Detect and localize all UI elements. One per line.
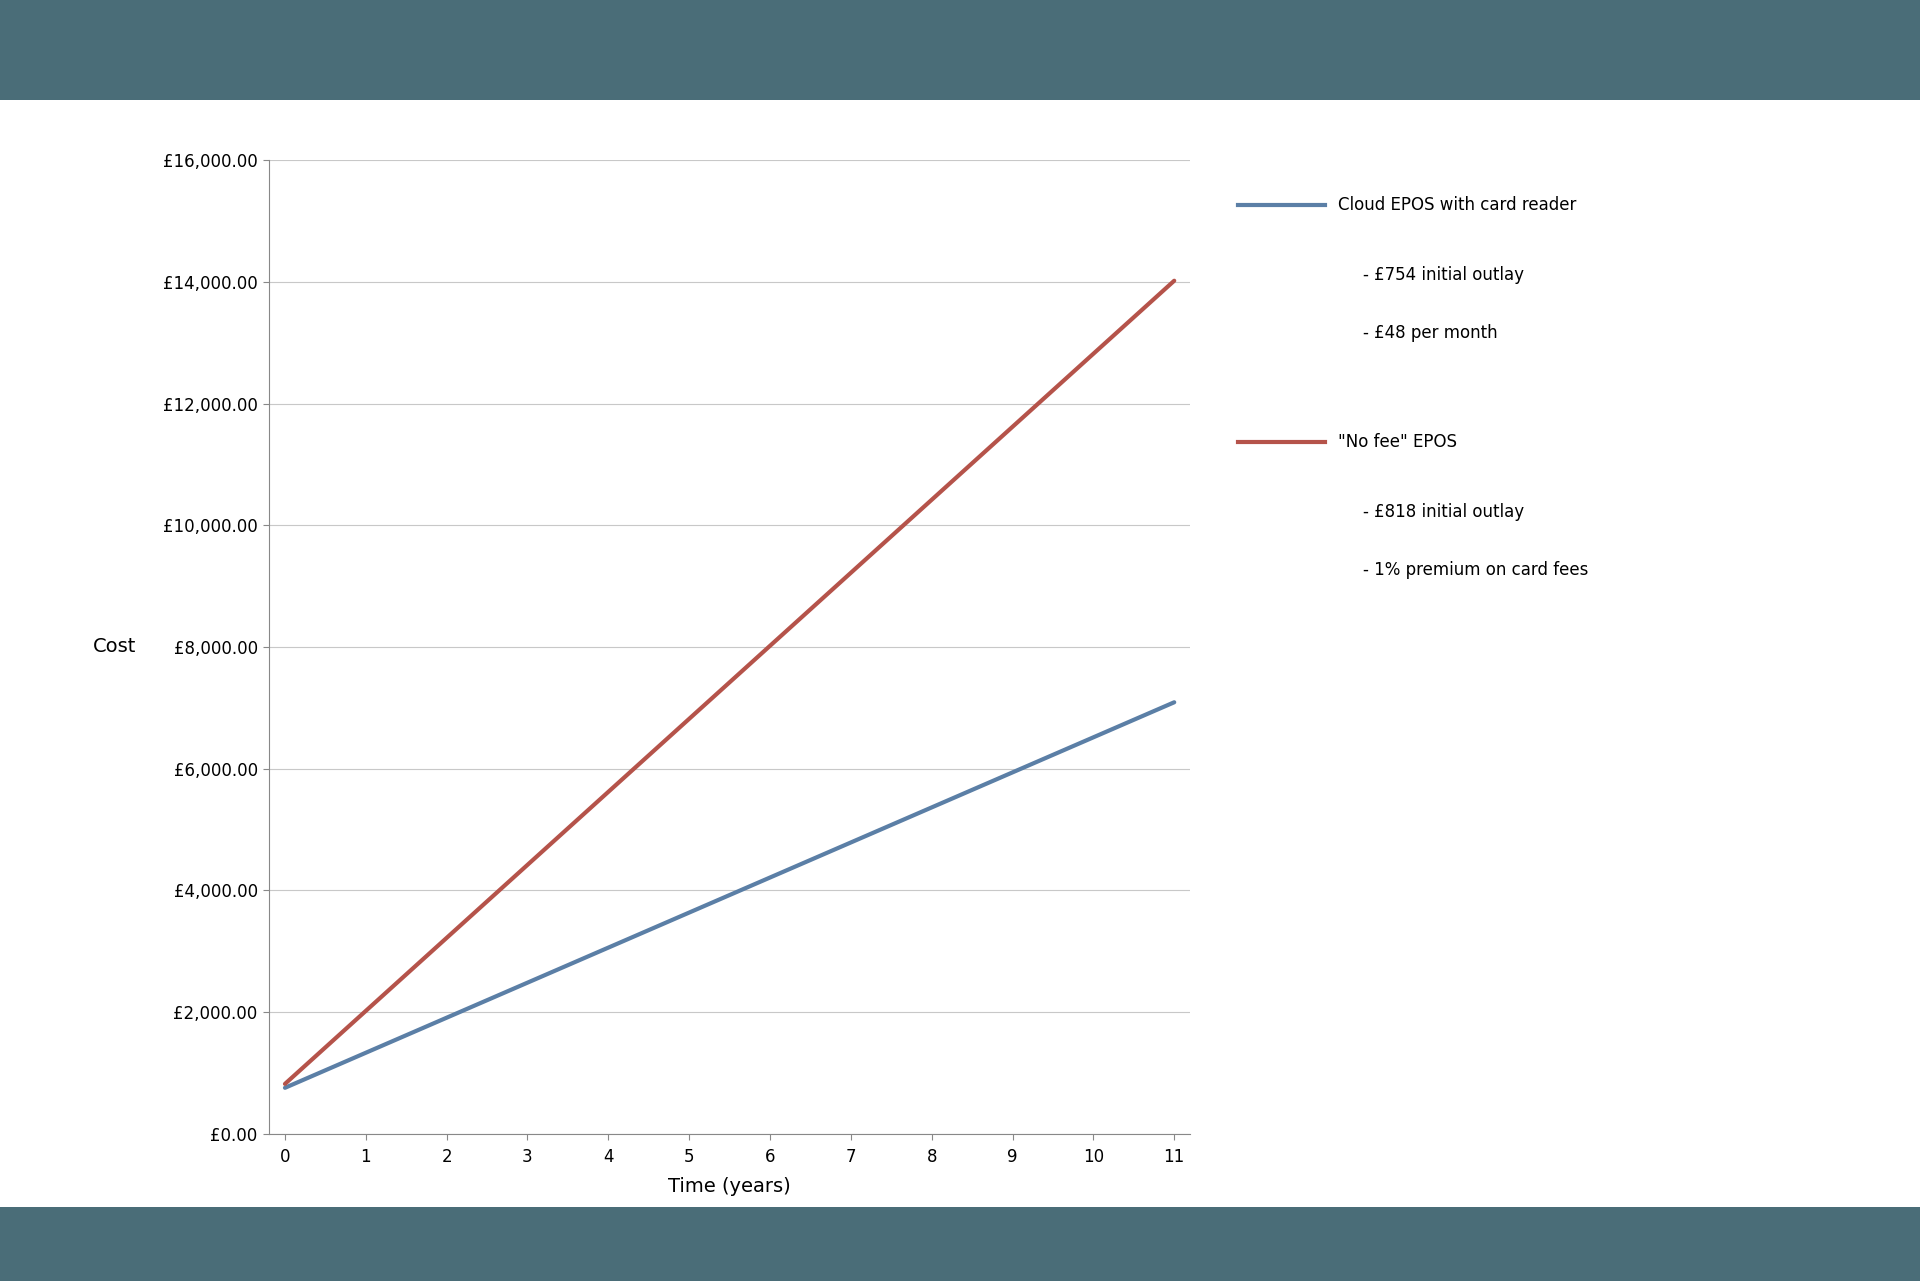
- Text: "No fee" EPOS: "No fee" EPOS: [1338, 433, 1457, 451]
- Y-axis label: Cost: Cost: [92, 638, 136, 656]
- Text: - 1% premium on card fees: - 1% premium on card fees: [1363, 561, 1588, 579]
- Text: - £48 per month: - £48 per month: [1363, 324, 1498, 342]
- Text: - £818 initial outlay: - £818 initial outlay: [1363, 503, 1524, 521]
- Text: Cloud EPOS with card reader: Cloud EPOS with card reader: [1338, 196, 1576, 214]
- Text: - £754 initial outlay: - £754 initial outlay: [1363, 266, 1524, 284]
- X-axis label: Time (years): Time (years): [668, 1177, 791, 1195]
